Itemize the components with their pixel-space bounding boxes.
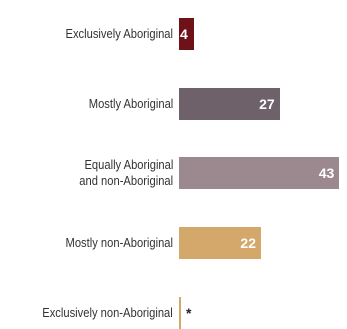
bar (179, 88, 280, 120)
bar (179, 227, 261, 259)
category-label: Exclusively Aboriginal (65, 26, 173, 41)
category-label: Exclusively non-Aboriginal (42, 305, 173, 320)
bar (179, 18, 194, 50)
bar-value-label: 43 (318, 165, 335, 181)
category-label: Equally Aboriginal (84, 157, 173, 172)
bar-value-label: 4 (180, 26, 188, 42)
bar-value-label: 27 (259, 96, 275, 112)
bar (179, 157, 340, 189)
bar (179, 297, 181, 329)
category-label: Mostly non-Aboriginal (65, 235, 173, 250)
bar-value-label: 22 (240, 235, 256, 251)
category-label: Mostly Aboriginal (88, 96, 173, 111)
category-label: and non-Aboriginal (79, 173, 173, 188)
bar-value-label: * (186, 305, 192, 321)
